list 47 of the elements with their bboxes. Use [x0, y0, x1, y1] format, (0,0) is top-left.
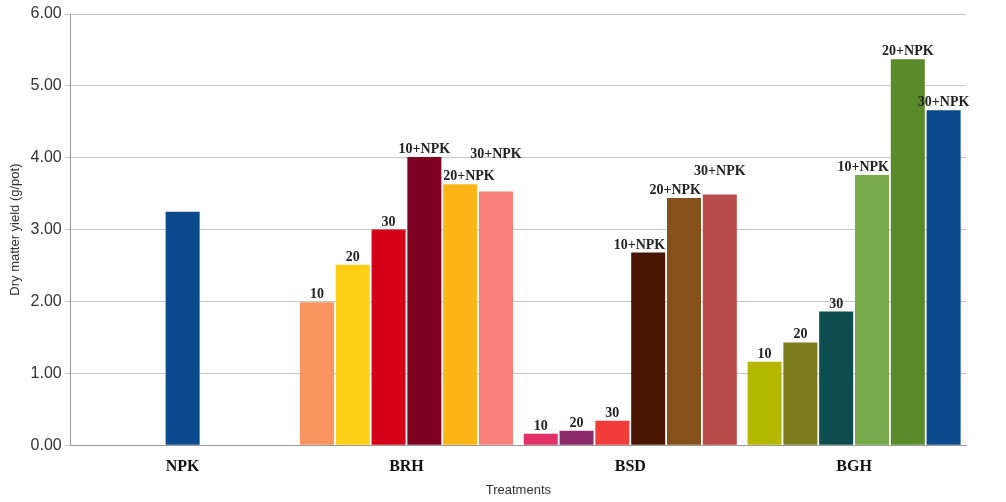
- bar: [407, 157, 442, 445]
- bar: [747, 361, 782, 445]
- bar: [299, 302, 334, 445]
- text: 30: [829, 295, 844, 311]
- text: 30: [605, 404, 620, 420]
- text: 20+NPK: [882, 43, 934, 59]
- y-axis-title: Dry matter yield (g/pot): [7, 163, 23, 296]
- series-label: 10+NPK: [613, 236, 666, 252]
- bar: [595, 420, 630, 445]
- bar: [819, 311, 854, 445]
- bar: [478, 191, 513, 445]
- text: 10: [757, 345, 772, 361]
- bar: [335, 264, 370, 445]
- text: 10+NPK: [398, 141, 451, 157]
- bar: [559, 430, 594, 445]
- bar: [783, 342, 818, 445]
- y-tick-label: 3.00: [30, 220, 62, 238]
- y-tick-label: 5.00: [30, 76, 62, 94]
- series-label: 20+NPK: [443, 168, 495, 184]
- bar: [165, 211, 200, 445]
- text: 20+NPK: [649, 181, 701, 197]
- series-label: 30: [381, 213, 396, 229]
- y-tick-label: 1.00: [30, 363, 62, 381]
- bar: [631, 252, 666, 445]
- bar: [855, 174, 889, 445]
- text: 30+NPK: [470, 145, 522, 161]
- x-tick-label: NPK: [165, 456, 201, 474]
- x-axis-title: Treatments: [485, 481, 552, 497]
- series-label: 10: [309, 286, 324, 302]
- bar: [666, 197, 701, 445]
- y-tick-label: 4.00: [30, 148, 62, 166]
- x-tick-label: BRH: [389, 456, 425, 474]
- y-tick-label: 0.00: [30, 435, 62, 453]
- series-label: 20: [569, 414, 584, 430]
- text: 20: [793, 326, 808, 342]
- bar: [702, 194, 737, 445]
- text: 30+NPK: [694, 163, 746, 179]
- y-tick-label: 6.00: [30, 4, 62, 22]
- text: 10+NPK: [837, 158, 889, 174]
- bar: [443, 184, 478, 445]
- bar: [523, 433, 558, 445]
- bar: [371, 229, 406, 445]
- x-tick-label: BGH: [836, 456, 873, 474]
- text: 20: [345, 248, 360, 264]
- y-tick-label: 2.00: [30, 291, 62, 309]
- text: 10: [533, 417, 548, 433]
- x-tick-label: BSD: [614, 456, 646, 474]
